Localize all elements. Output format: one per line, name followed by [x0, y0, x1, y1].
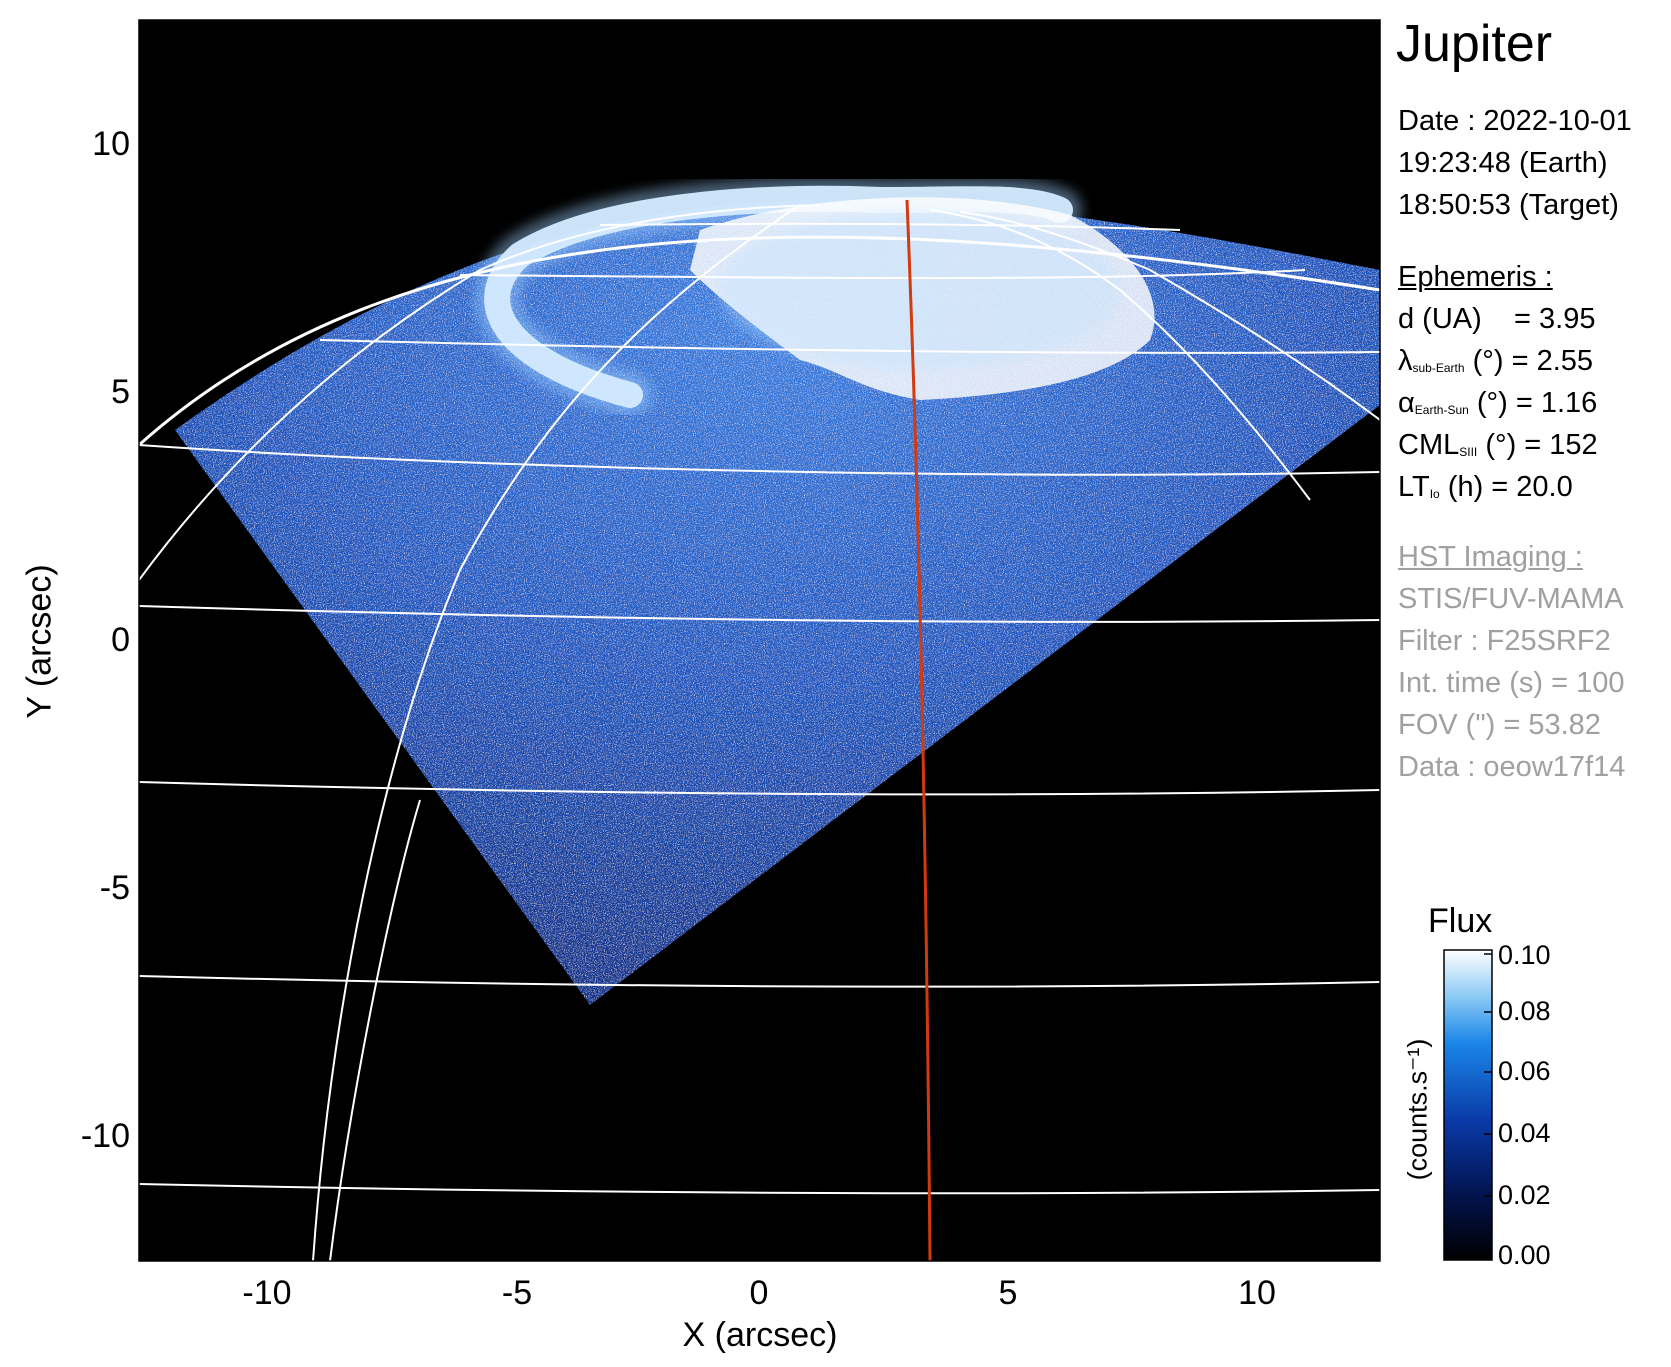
fov-text: FOV (") = 53.82	[1398, 709, 1601, 741]
ephemeris-header: Ephemeris :	[1398, 261, 1553, 293]
distance-row: d (UA) = 3.95	[1398, 298, 1598, 340]
lambda-value: = 2.55	[1511, 345, 1594, 377]
hst-block: HST Imaging : STIS/FUV-MAMA Filter : F25…	[1398, 536, 1625, 788]
image-layer	[139, 176, 1380, 1261]
lt-row: LTIo (h) = 20.0	[1398, 466, 1598, 508]
lt-unit: (h)	[1447, 471, 1484, 503]
colorbar-tick-label: 0.00	[1498, 1240, 1551, 1270]
lambda-subscript: sub-Earth	[1412, 361, 1465, 375]
emission-region	[175, 200, 1380, 1005]
cml-value: = 152	[1524, 429, 1598, 461]
instrument-text: STIS/FUV-MAMA	[1398, 583, 1624, 615]
cml-symbol: CML	[1398, 429, 1460, 461]
lambda-unit: (°)	[1472, 345, 1504, 377]
observation-info: Date : 2022-10-01 19:23:48 (Earth) 18:50…	[1398, 100, 1632, 226]
colorbar-tick-label: 0.06	[1498, 1056, 1551, 1086]
filter-text: Filter : F25SRF2	[1398, 625, 1611, 657]
x-tick-label: -10	[242, 1274, 292, 1312]
int-time-text: Int. time (s) = 100	[1398, 667, 1625, 699]
alpha-unit: (°)	[1476, 387, 1508, 419]
planet-title: Jupiter	[1396, 15, 1553, 73]
distance-label: d (UA)	[1398, 303, 1482, 335]
colorbar-tick-label: 0.08	[1498, 996, 1551, 1026]
central-meridian	[905, 199, 932, 1261]
axes-frame	[138, 19, 1381, 1262]
data-id-text: Data : oeow17f14	[1398, 751, 1626, 783]
x-axis-label: X (arcsec)	[682, 1316, 838, 1354]
colorbar-tick-label: 0.02	[1498, 1180, 1551, 1210]
colorbar-title: Flux	[1428, 902, 1493, 940]
alpha-symbol: α	[1398, 387, 1415, 419]
distance-value: = 3.95	[1514, 303, 1596, 335]
colorbar-tick-label: 0.10	[1498, 940, 1551, 970]
y-tick-label: -10	[80, 1117, 130, 1155]
cml-row: CMLSIII (°) = 152	[1398, 424, 1598, 466]
alpha-row: αEarth-Sun (°) = 1.16	[1398, 382, 1598, 424]
y-tick-label: 10	[92, 125, 130, 163]
lt-value: = 20.0	[1491, 471, 1573, 503]
date-text: Date : 2022-10-01	[1398, 105, 1632, 137]
x-tick-label: -5	[501, 1274, 533, 1312]
colorbar-unit-label: (counts.s⁻¹)	[1402, 1038, 1433, 1181]
cml-unit: (°)	[1485, 429, 1517, 461]
target-time-text: 18:50:53 (Target)	[1398, 189, 1619, 221]
lt-symbol: LT	[1398, 471, 1430, 503]
cml-subscript: SIII	[1459, 445, 1478, 459]
planet-limb	[139, 235, 1380, 447]
x-tick-label: 0	[749, 1274, 769, 1312]
hst-header: HST Imaging :	[1398, 541, 1583, 573]
colorbar-ticks	[1484, 953, 1492, 1259]
alpha-subscript: Earth-Sun	[1414, 403, 1469, 417]
alpha-value: = 1.16	[1515, 387, 1598, 419]
lambda-row: λsub-Earth (°) = 2.55	[1398, 340, 1598, 382]
y-tick-label: 5	[111, 373, 130, 411]
lt-subscript: Io	[1429, 487, 1440, 501]
polar-glow	[720, 210, 1120, 370]
earth-time-text: 19:23:48 (Earth)	[1398, 147, 1608, 179]
lambda-symbol: λ	[1398, 345, 1413, 377]
y-tick-label: -5	[99, 869, 130, 907]
colorbar-tick-label: 0.04	[1498, 1118, 1551, 1148]
x-tick-label: 5	[998, 1274, 1018, 1312]
ephemeris-block: Ephemeris : d (UA) = 3.95 λsub-Earth (°)…	[1398, 256, 1598, 508]
y-axis-label: Y (arcsec)	[20, 564, 59, 719]
x-tick-label: 10	[1238, 1274, 1276, 1312]
y-tick-label: 0	[111, 621, 130, 659]
colorbar	[1443, 949, 1493, 1261]
